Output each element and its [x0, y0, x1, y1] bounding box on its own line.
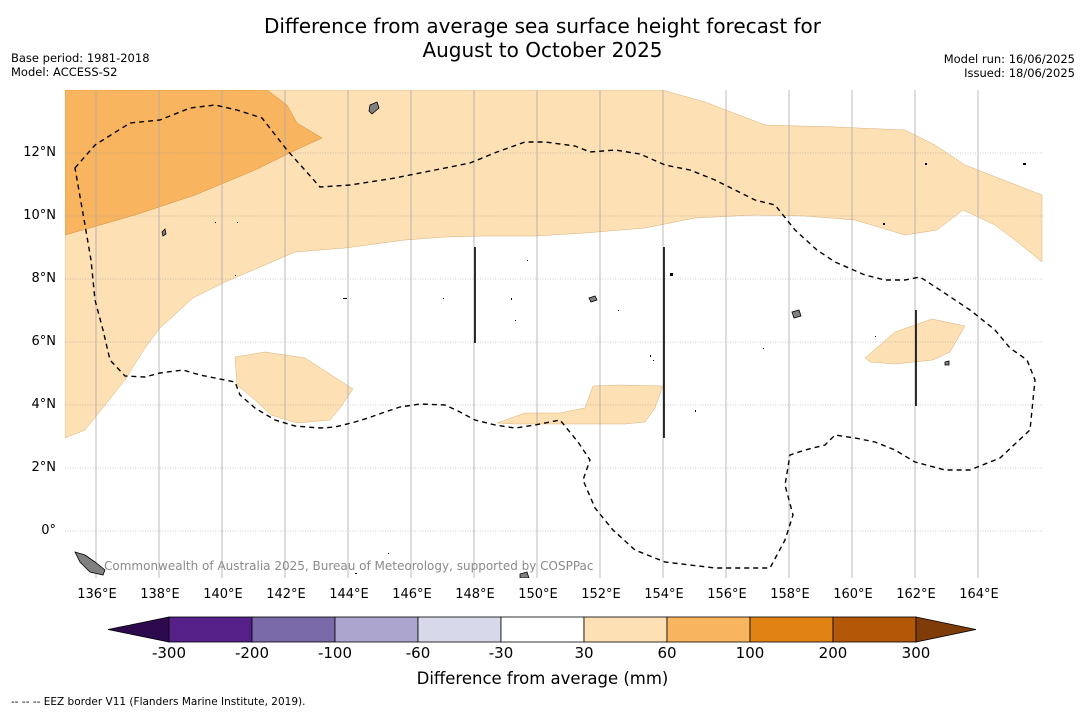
- island-png-coast: [74, 551, 106, 576]
- colorbar-tick-30: 30: [574, 644, 594, 662]
- colorbar-extension-low: [107, 616, 170, 643]
- model-name: Model: ACCESS-S2: [11, 65, 118, 79]
- lon-label-146e: 146°E: [392, 587, 432, 602]
- lon-label-154e: 154°E: [644, 587, 684, 602]
- lat-label-2n: 2°N: [31, 460, 57, 475]
- anomaly-patch-west: [234, 351, 354, 424]
- colorbar-extension-high: [915, 616, 977, 643]
- lon-label-148e: 148°E: [455, 587, 495, 602]
- anomaly-patch-central: [496, 384, 664, 425]
- graticule: [65, 152, 1043, 532]
- lon-label-162e: 162°E: [896, 587, 936, 602]
- colorbar: [107, 616, 977, 643]
- colorbar-segment: [749, 616, 834, 643]
- colorbar-segment: [832, 616, 917, 643]
- colorbar-segment: [251, 616, 336, 643]
- colorbar-tick-m300: -300: [151, 644, 187, 662]
- colorbar-segment: [500, 616, 585, 643]
- eez-borders: [74, 104, 1036, 569]
- atoll-dots: [215, 163, 1026, 574]
- copyright-notice: Commonwealth of Australia 2025, Bureau o…: [104, 559, 594, 573]
- colorbar-segment: [334, 616, 419, 643]
- lat-label-4n: 4°N: [31, 397, 57, 412]
- graticule-meridians: [95, 90, 979, 578]
- colorbar-tick-100: 100: [735, 644, 765, 662]
- colorbar-segment: [417, 616, 502, 643]
- lon-label-150e: 150°E: [518, 587, 558, 602]
- colorbar-label: Difference from average (mm): [416, 669, 669, 688]
- model-run: Model run: 16/06/2025: [943, 52, 1075, 66]
- lon-label-152e: 152°E: [581, 587, 621, 602]
- lat-label-10n: 10°N: [23, 208, 56, 223]
- lat-label-6n: 6°N: [31, 334, 57, 349]
- lon-label-140e: 140°E: [203, 587, 243, 602]
- lon-label-142e: 142°E: [266, 587, 306, 602]
- colorbar-tick-m100: -100: [317, 644, 353, 662]
- eez-footnote: -- -- -- EEZ border V11 (Flanders Marine…: [11, 696, 306, 708]
- base-period: Base period: 1981-2018: [11, 51, 150, 65]
- colorbar-tick-200: 200: [818, 644, 848, 662]
- lon-label-156e: 156°E: [707, 587, 747, 602]
- island-kosrae: [944, 360, 950, 366]
- title-line-2: August to October 2025: [422, 38, 663, 62]
- colorbar-tick-m30: -30: [488, 644, 514, 662]
- colorbar-segment: [583, 616, 668, 643]
- anomaly-region-30-60-north: [65, 90, 1043, 439]
- lon-label-158e: 158°E: [770, 587, 810, 602]
- colorbar-tick-60: 60: [657, 644, 677, 662]
- anomaly-region-60-100: [65, 90, 323, 236]
- lon-label-164e: 164°E: [959, 587, 999, 602]
- colorbar-tick-m200: -200: [234, 644, 270, 662]
- map-canvas: [65, 90, 1043, 578]
- island-pohnpei: [791, 309, 802, 319]
- title-line-1: Difference from average sea surface heig…: [263, 14, 822, 38]
- lat-label-12n: 12°N: [23, 145, 56, 160]
- chart-title: Difference from average sea surface heig…: [0, 14, 1085, 62]
- land-islands: [74, 101, 950, 578]
- lon-label-160e: 160°E: [833, 587, 873, 602]
- island-yap: [161, 228, 167, 237]
- colorbar-tick-m60: -60: [405, 644, 431, 662]
- lon-label-136e: 136°E: [77, 587, 117, 602]
- meta-left: Base period: 1981-2018 Model: ACCESS-S2: [11, 51, 150, 79]
- colorbar-segment: [168, 616, 253, 643]
- map-panel: [65, 90, 1043, 578]
- meta-right: Model run: 16/06/2025 Issued: 18/06/2025: [944, 52, 1075, 80]
- lat-label-0: 0°: [41, 523, 56, 538]
- colorbar-tick-300: 300: [901, 644, 931, 662]
- colorbar-segment: [666, 616, 751, 643]
- issued-date: Issued: 18/06/2025: [964, 66, 1075, 80]
- lon-label-138e: 138°E: [140, 587, 180, 602]
- maritime-boundary-lines: [474, 247, 917, 438]
- island-chuuk: [588, 295, 598, 303]
- island-guam: [368, 101, 380, 115]
- island-manus: [519, 571, 530, 578]
- lon-label-144e: 144°E: [329, 587, 369, 602]
- lat-label-8n: 8°N: [31, 271, 57, 286]
